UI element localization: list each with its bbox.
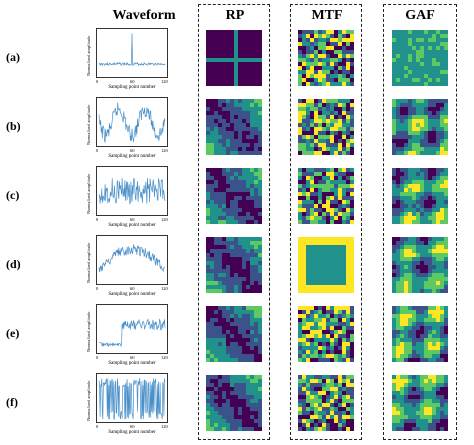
waveform-plot [96,304,168,354]
x-tick-label: 0 [96,286,99,291]
x-tick-label: 0 [96,79,99,84]
mtf-matrix-image [298,30,354,86]
x-axis-label: Sampling point number [108,361,156,366]
y-axis-label: Normalized amplitude [86,173,91,214]
mtf-matrix-image [298,168,354,224]
waveform-plot [96,28,168,78]
waveform-line [98,177,166,205]
x-axis-label: Sampling point number [108,154,156,159]
x-tick-label: 60 [130,286,135,291]
y-axis-label: Normalized amplitude [86,104,91,145]
x-tick-label: 120 [161,79,168,84]
x-axis-label: Sampling point number [108,223,156,228]
x-tick-label: 0 [96,148,99,153]
waveform-line [98,378,166,420]
row-label: (a) [6,50,20,64]
waveform-plot [96,235,168,285]
row-label: (d) [6,257,21,271]
rp-matrix-image [206,237,262,293]
row-label: (e) [6,326,20,340]
waveform-line [99,318,166,348]
mtf-matrix-image [298,375,354,431]
row-label: (f) [6,395,18,409]
header-rp: RP [225,8,245,23]
mtf-matrix-image [298,306,354,362]
x-axis-label: Sampling point number [108,292,156,297]
x-tick-label: 60 [130,355,135,360]
x-tick-label: 120 [161,148,168,153]
header-waveform: Waveform [112,8,176,23]
x-tick-label: 0 [96,355,99,360]
waveform-line [98,102,166,143]
x-tick-label: 0 [96,217,99,222]
waveform-plot [96,97,168,147]
rp-matrix-image [206,30,262,86]
gaf-matrix-image [392,375,448,431]
gaf-matrix-image [392,168,448,224]
x-tick-label: 60 [130,148,135,153]
mtf-column-box [290,4,362,440]
x-tick-label: 60 [130,79,135,84]
mtf-matrix-image [298,237,354,293]
x-axis-label: Sampling point number [108,430,156,435]
rp-column-box [198,4,270,440]
waveform-plot [96,166,168,216]
waveform-plot [96,373,168,423]
gaf-matrix-image [392,30,448,86]
x-axis-label: Sampling point number [108,85,156,90]
gaf-column-box [383,4,457,440]
rp-matrix-image [206,306,262,362]
rp-matrix-image [206,375,262,431]
rp-matrix-image [206,168,262,224]
gaf-matrix-image [392,237,448,293]
gaf-matrix-image [392,99,448,155]
x-tick-label: 60 [130,424,135,429]
gaf-matrix-image [392,306,448,362]
y-axis-label: Normalized amplitude [86,311,91,352]
mtf-matrix-image [298,99,354,155]
header-gaf: GAF [405,8,435,23]
row-label: (b) [6,119,21,133]
x-tick-label: 120 [161,355,168,360]
x-tick-label: 60 [130,217,135,222]
x-tick-label: 120 [161,217,168,222]
y-axis-label: Normalized amplitude [86,35,91,76]
y-axis-label: Normalized amplitude [86,380,91,421]
row-label: (c) [6,188,20,202]
rp-matrix-image [206,99,262,155]
waveform-line [98,244,166,273]
waveform-line [98,33,166,67]
x-tick-label: 0 [96,424,99,429]
header-mtf: MTF [311,8,343,23]
x-tick-label: 120 [161,286,168,291]
y-axis-label: Normalized amplitude [86,242,91,283]
x-tick-label: 120 [161,424,168,429]
